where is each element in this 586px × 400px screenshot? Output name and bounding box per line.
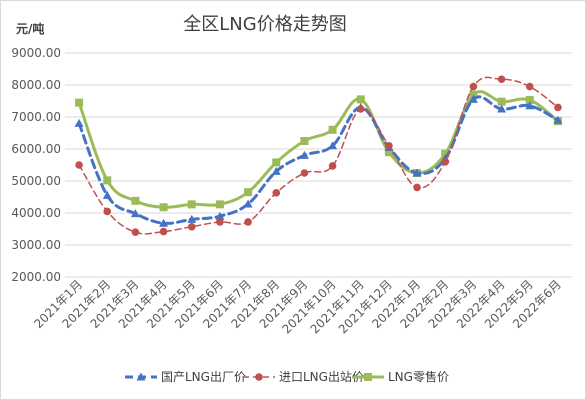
data-point xyxy=(469,82,478,91)
data-point xyxy=(328,125,337,134)
data-point xyxy=(272,189,281,197)
data-point xyxy=(216,218,224,226)
data-point xyxy=(131,228,140,236)
data-point xyxy=(299,150,309,159)
legend-item: LNG零售价 xyxy=(352,369,449,384)
data-point xyxy=(385,142,393,150)
data-point xyxy=(300,169,309,177)
y-tick-label: 8000.00 xyxy=(11,78,61,92)
data-point xyxy=(272,158,281,167)
y-axis-unit: 元/吨 xyxy=(16,21,44,36)
data-point xyxy=(356,95,365,104)
legend-marker xyxy=(364,373,372,381)
data-point xyxy=(554,103,562,112)
y-tick-label: 4000.00 xyxy=(11,206,61,220)
data-point xyxy=(497,75,506,84)
legend-item: 进口LNG出站价 xyxy=(243,370,364,384)
data-point xyxy=(74,118,84,127)
data-point xyxy=(103,176,112,185)
data-point xyxy=(243,199,253,208)
data-point xyxy=(553,115,563,124)
data-point xyxy=(215,200,224,209)
legend-label: 国产LNG出厂价 xyxy=(161,370,246,384)
data-point xyxy=(244,218,252,226)
data-point xyxy=(103,207,112,216)
data-point xyxy=(75,161,83,169)
data-point xyxy=(159,218,169,227)
data-point xyxy=(159,227,168,236)
y-tick-label: 2000.00 xyxy=(11,270,61,284)
chart-title: 全区LNG价格走势图 xyxy=(183,14,346,35)
series-group xyxy=(75,90,562,212)
y-tick-label: 7000.00 xyxy=(11,110,61,124)
data-point xyxy=(131,196,140,205)
legend-marker xyxy=(255,373,263,381)
data-point xyxy=(328,141,338,150)
legend: 国产LNG出厂价 进口LNG出站价 LNG零售价 xyxy=(125,369,449,384)
data-point xyxy=(525,96,534,105)
data-point xyxy=(356,105,365,113)
data-point xyxy=(441,149,450,158)
y-tick-label: 9000.00 xyxy=(11,46,61,60)
y-tick-label: 3000.00 xyxy=(11,238,61,252)
data-point xyxy=(469,90,478,99)
data-point xyxy=(159,203,168,212)
y-tick-label: 5000.00 xyxy=(11,174,61,188)
data-point xyxy=(130,209,140,218)
legend-item: 国产LNG出厂价 xyxy=(125,370,246,384)
data-point xyxy=(497,97,506,106)
legend-marker xyxy=(136,372,146,381)
data-point xyxy=(441,158,450,166)
legend-label: LNG零售价 xyxy=(388,369,449,384)
series-lines xyxy=(74,75,563,236)
series-group xyxy=(74,94,563,227)
data-point xyxy=(215,211,225,220)
data-point xyxy=(525,101,535,110)
data-point xyxy=(384,148,393,157)
data-point xyxy=(187,200,196,209)
data-point xyxy=(187,222,196,231)
data-point xyxy=(244,188,253,197)
data-point xyxy=(328,162,337,170)
data-point xyxy=(75,98,84,107)
y-tick-label: 6000.00 xyxy=(11,142,61,156)
data-point xyxy=(413,183,421,192)
gridlines xyxy=(65,52,572,278)
data-point xyxy=(187,214,197,223)
series-group xyxy=(75,75,562,236)
data-point xyxy=(468,94,478,103)
y-axis-ticks: 2000.00 3000.00 4000.00 5000.00 6000.00 7000.… xyxy=(11,46,61,284)
data-point xyxy=(300,137,309,145)
data-point xyxy=(525,82,534,91)
data-point xyxy=(412,168,422,177)
data-point xyxy=(271,166,281,175)
data-point xyxy=(497,104,507,113)
data-point xyxy=(102,190,112,199)
x-axis-ticks: 2021年1月2021年2月2021年3月2021年4月2021年5月2021年… xyxy=(31,277,564,336)
legend-label: 进口LNG出站价 xyxy=(279,370,364,384)
